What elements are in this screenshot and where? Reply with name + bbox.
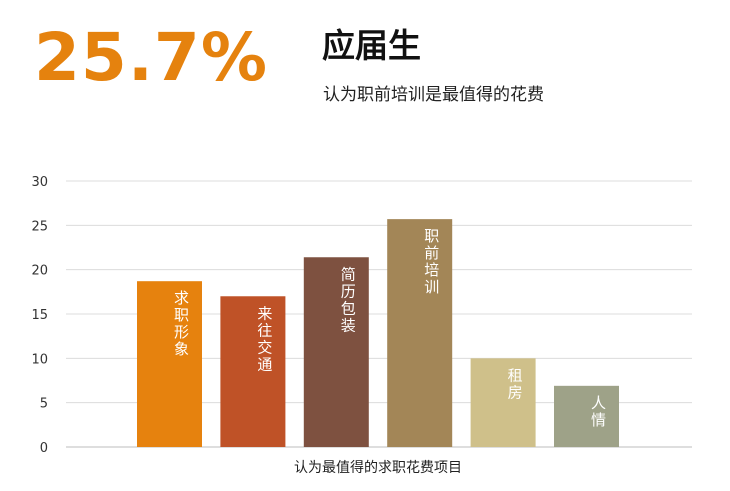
bar <box>387 219 453 447</box>
bar-category-label: 人情 <box>591 394 606 429</box>
bar-category-label: 简历包装 <box>341 265 356 334</box>
subheadline: 认为职前培训是最值得的花费 <box>323 85 544 105</box>
y-tick-label: 15 <box>31 308 48 323</box>
y-tick-label: 10 <box>31 352 48 367</box>
headline: 应届生 <box>322 26 421 65</box>
y-tick-label: 30 <box>31 175 48 190</box>
bar <box>554 385 619 447</box>
big-stat: 25.7% <box>34 19 268 96</box>
bar-category-label: 来往交通 <box>257 304 272 373</box>
bar-category-label: 租房 <box>508 366 523 401</box>
y-tick-label: 0 <box>40 441 48 456</box>
bar <box>137 281 202 447</box>
y-tick-label: 20 <box>31 264 48 279</box>
x-axis-label: 认为最值得的求职花费项目 <box>294 459 462 476</box>
bar-category-label: 求职形象 <box>174 289 189 358</box>
bar <box>470 358 536 447</box>
bar-category-label: 职前培训 <box>424 227 439 296</box>
y-tick-label: 25 <box>31 219 48 234</box>
y-axis-ticks: 0 5 10 15 20 25 30 <box>31 175 48 456</box>
bar <box>303 257 369 447</box>
y-tick-label: 5 <box>40 397 48 412</box>
bar <box>220 296 286 447</box>
